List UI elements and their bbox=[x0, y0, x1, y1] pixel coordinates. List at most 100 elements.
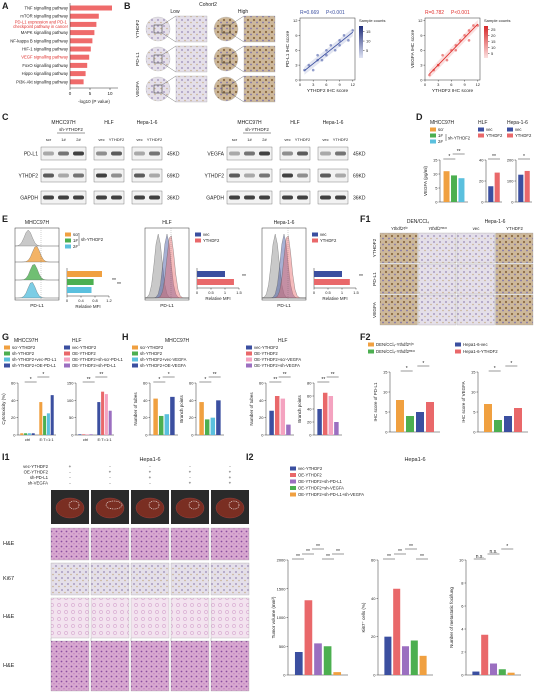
bar bbox=[472, 671, 480, 675]
micrograph bbox=[456, 232, 495, 264]
point bbox=[467, 29, 471, 32]
bar bbox=[158, 415, 164, 435]
band bbox=[58, 195, 69, 200]
histogram-curve bbox=[15, 282, 59, 299]
pathway-label: PD-L1 expression and PD-1 checkpoint pat… bbox=[13, 20, 69, 29]
legend-label: DEN/CCl₄-Ythdf2ᶠˡ/ᶠˡ bbox=[376, 342, 414, 347]
legend-swatch bbox=[65, 232, 71, 237]
bar bbox=[323, 646, 332, 675]
treatment-mark: + bbox=[229, 481, 232, 486]
y-tick-label: 0 bbox=[473, 430, 476, 435]
legend-swatch bbox=[290, 479, 296, 484]
legend-swatch bbox=[430, 139, 436, 144]
legend-swatch bbox=[507, 127, 513, 132]
stat-p: P<0.001 bbox=[326, 10, 345, 16]
y-tick-label: 40 bbox=[479, 158, 484, 163]
y-tick-label: 0 bbox=[435, 200, 438, 205]
lane-label: 2# bbox=[262, 137, 267, 142]
bar bbox=[70, 5, 112, 11]
y-tick-label: 12 bbox=[418, 18, 423, 23]
micrograph bbox=[170, 597, 210, 639]
y-tick-label: 10 bbox=[471, 390, 476, 395]
protein-label: YTHDF2 bbox=[19, 174, 39, 180]
y-tick-label: 60 bbox=[259, 381, 264, 386]
x-tick-label: 1.5 bbox=[353, 290, 359, 295]
legend-label: vec-YTHDF2 bbox=[298, 466, 323, 471]
micrograph bbox=[456, 263, 495, 295]
significance: * bbox=[448, 154, 450, 160]
legend-label: vec-YTHDF2 bbox=[72, 345, 97, 350]
x-axis-label: Relative MFI bbox=[75, 304, 100, 309]
band bbox=[111, 173, 122, 178]
point bbox=[467, 39, 471, 42]
panel-label: E bbox=[2, 214, 8, 224]
histogram-curve bbox=[262, 235, 306, 299]
y-tick-label: 20 bbox=[189, 415, 194, 420]
zoom-line bbox=[161, 92, 177, 103]
column-label: Low bbox=[170, 9, 180, 15]
band bbox=[259, 195, 270, 200]
bar bbox=[78, 434, 82, 435]
legend-swatch bbox=[4, 351, 10, 356]
x-tick-label: 0 bbox=[196, 290, 199, 295]
y-axis-label: VEGFA (pg/ml) bbox=[423, 165, 428, 196]
y-axis-label: Ki67⁺ cells (%) bbox=[361, 602, 366, 632]
legend-label: OE-YTHDF2 bbox=[254, 351, 278, 356]
bar bbox=[286, 424, 291, 435]
blot-frame bbox=[317, 146, 349, 161]
treatment-mark: - bbox=[69, 481, 71, 486]
y-tick-label: 8 bbox=[461, 581, 464, 586]
row-label: H&E bbox=[3, 663, 15, 669]
bar bbox=[410, 640, 418, 675]
micrograph bbox=[418, 294, 457, 326]
y-tick-label: 20 bbox=[11, 415, 16, 420]
significance: * bbox=[30, 377, 32, 383]
band bbox=[134, 195, 145, 200]
band bbox=[58, 173, 69, 178]
legend-swatch bbox=[455, 342, 461, 347]
x-tick-label: 0.5 bbox=[208, 290, 214, 295]
zoom-box bbox=[221, 24, 231, 34]
bar bbox=[494, 172, 500, 202]
liver bbox=[95, 497, 125, 519]
legend-swatch bbox=[478, 133, 484, 138]
treatment-mark: + bbox=[189, 481, 192, 486]
point bbox=[428, 73, 431, 77]
bar bbox=[70, 21, 97, 27]
band bbox=[96, 151, 107, 156]
treatment-mark: + bbox=[189, 470, 192, 475]
y-tick-label: 0 bbox=[420, 78, 423, 83]
y-tick-label: 15 bbox=[433, 158, 438, 163]
pathway-label: VEGF signalling pathway bbox=[21, 55, 69, 60]
treatment-mark: + bbox=[69, 464, 72, 469]
band bbox=[335, 151, 346, 156]
bar bbox=[294, 652, 303, 675]
liver bbox=[135, 497, 165, 519]
x-tick-label: ctrl bbox=[83, 437, 88, 442]
column-label: Ythdf2ᶠˡ/ᶠˡ bbox=[391, 226, 408, 231]
treatment-mark: + bbox=[229, 470, 232, 475]
zoom-micrograph bbox=[243, 75, 276, 103]
panel-label: D bbox=[416, 112, 423, 122]
y-tick-label: 5 bbox=[473, 410, 476, 415]
blot-frame bbox=[279, 190, 311, 205]
legend-swatch bbox=[368, 342, 374, 347]
y-tick-label: 2 bbox=[461, 650, 464, 655]
treatment-mark: + bbox=[149, 470, 152, 475]
legend-swatch bbox=[478, 127, 484, 132]
legend-swatch bbox=[132, 345, 138, 350]
micrograph bbox=[210, 527, 250, 561]
column-label: YTHDF2 bbox=[506, 226, 523, 231]
legend-label: OE-YTHDF2+sh-scr-PD-L1 bbox=[72, 357, 124, 362]
pathway-label: MAPK signalling pathway bbox=[21, 30, 69, 35]
point bbox=[351, 29, 355, 32]
bar bbox=[43, 415, 47, 435]
colorbar-tick-label: 5 bbox=[491, 51, 494, 56]
legend-label: YTHDF2 bbox=[320, 238, 337, 243]
y-tick-label: 60 bbox=[143, 381, 148, 386]
micrograph bbox=[170, 527, 210, 561]
x-tick-label: 5 bbox=[89, 91, 92, 96]
zoom-micrograph bbox=[243, 45, 276, 73]
point bbox=[463, 34, 466, 37]
point bbox=[316, 53, 319, 57]
